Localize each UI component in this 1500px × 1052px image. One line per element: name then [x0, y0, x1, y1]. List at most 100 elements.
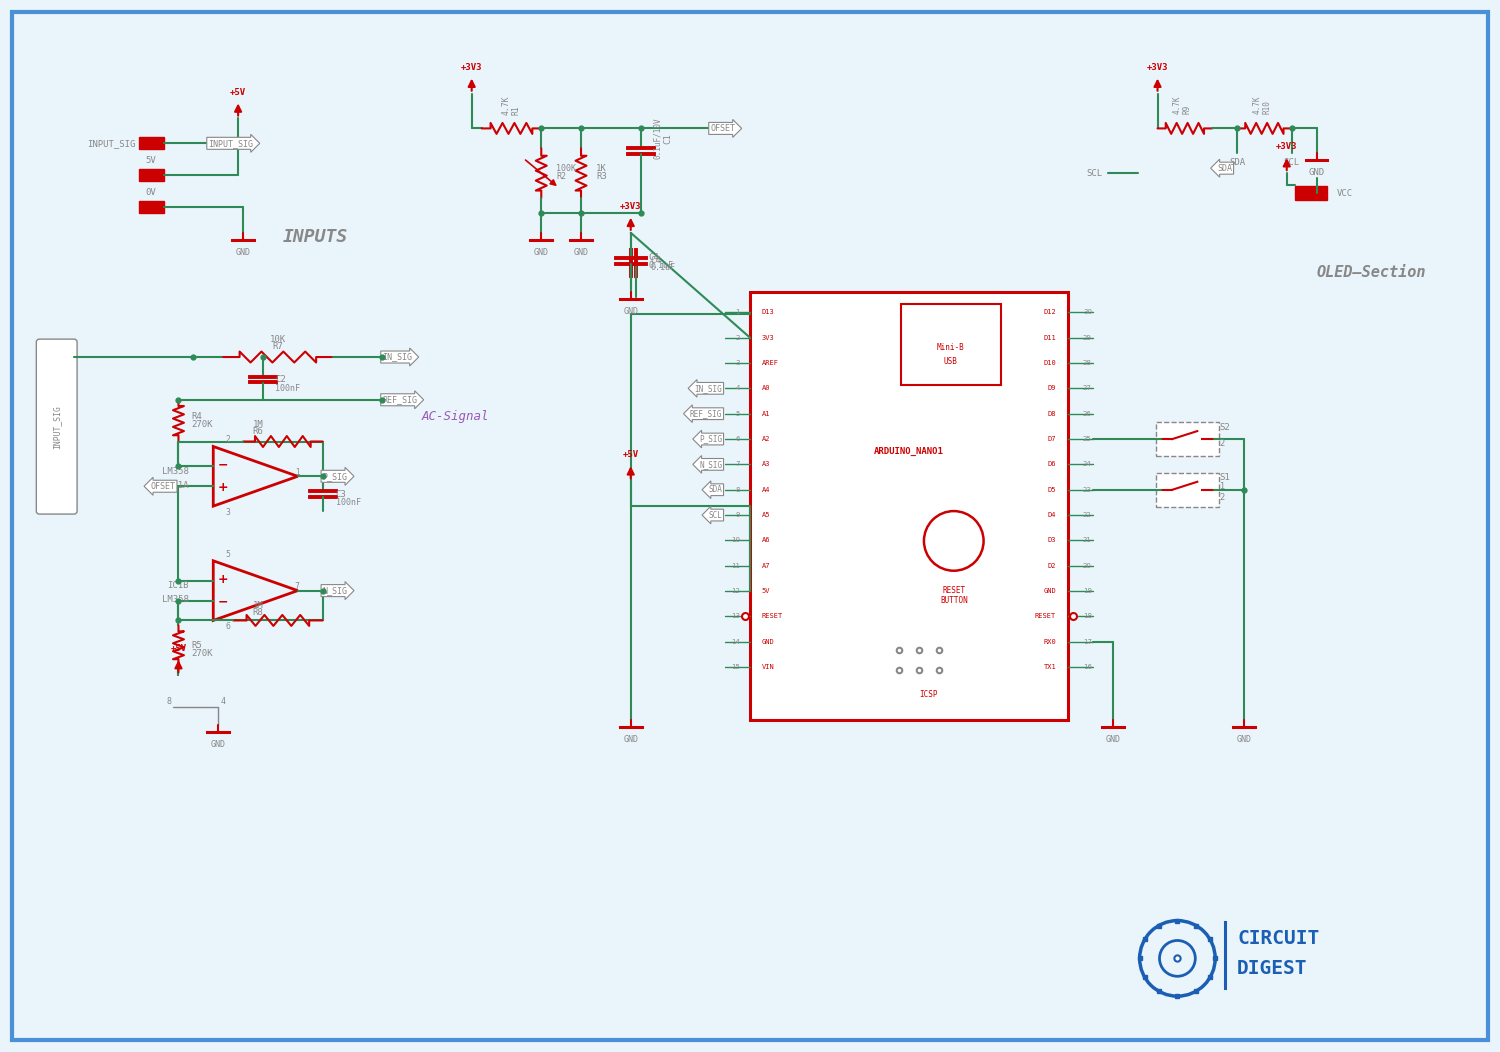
Text: 0.1uF/10V: 0.1uF/10V [652, 118, 662, 159]
Text: C4: C4 [651, 256, 662, 265]
FancyBboxPatch shape [138, 169, 164, 181]
Text: +3V3: +3V3 [460, 63, 483, 72]
Text: D2: D2 [1047, 563, 1056, 569]
Text: SDA: SDA [1228, 158, 1245, 167]
Text: 21: 21 [1083, 538, 1092, 544]
Text: D6: D6 [1047, 462, 1056, 467]
Text: 1M: 1M [252, 420, 264, 428]
Text: GND: GND [1106, 734, 1120, 744]
Text: GND: GND [622, 734, 638, 744]
Text: +3V3: +3V3 [1276, 142, 1298, 151]
Text: INPUT_SIG: INPUT_SIG [209, 139, 254, 148]
Text: R5: R5 [192, 641, 202, 650]
Text: 24: 24 [1083, 462, 1092, 467]
Text: 2: 2 [735, 335, 740, 341]
Text: 25: 25 [1083, 436, 1092, 442]
Text: D3: D3 [1047, 538, 1056, 544]
Text: 4.7K: 4.7K [1252, 96, 1262, 115]
Text: R10: R10 [1263, 101, 1272, 115]
Text: 17: 17 [1083, 639, 1092, 645]
Text: 270K: 270K [192, 649, 213, 658]
Text: 2: 2 [1220, 440, 1224, 448]
Text: 9: 9 [735, 512, 740, 518]
Text: C4: C4 [648, 254, 660, 262]
Text: A3: A3 [762, 462, 771, 467]
Text: 11: 11 [730, 563, 740, 569]
Text: 1: 1 [1220, 482, 1224, 491]
Text: ICSP: ICSP [920, 690, 938, 699]
Text: 28: 28 [1083, 360, 1092, 366]
Text: AC-Signal: AC-Signal [422, 410, 489, 423]
Text: SCL: SCL [1284, 158, 1300, 167]
Text: 20: 20 [1083, 563, 1092, 569]
Text: 5: 5 [225, 550, 231, 559]
Text: D10: D10 [1044, 360, 1056, 366]
Text: 4.7K: 4.7K [503, 96, 512, 116]
Text: C2: C2 [274, 376, 285, 384]
Text: CIRCUIT: CIRCUIT [1238, 929, 1320, 948]
Text: TX1: TX1 [1044, 664, 1056, 670]
Text: OFSET: OFSET [150, 482, 176, 490]
Text: +5V: +5V [622, 450, 639, 460]
Text: 6: 6 [735, 436, 740, 442]
Text: 14: 14 [730, 639, 740, 645]
Text: 0.1uF: 0.1uF [648, 261, 674, 270]
Text: 5V: 5V [146, 156, 156, 165]
Text: 100nF: 100nF [336, 498, 360, 507]
FancyBboxPatch shape [12, 13, 1488, 1039]
Text: R1: R1 [512, 106, 520, 116]
FancyBboxPatch shape [902, 304, 1002, 385]
Text: LM358: LM358 [162, 467, 189, 476]
Text: 8: 8 [166, 697, 171, 707]
Text: 27: 27 [1083, 385, 1092, 391]
Text: DIGEST: DIGEST [1238, 958, 1308, 977]
FancyBboxPatch shape [750, 292, 1068, 720]
Text: 23: 23 [1083, 487, 1092, 492]
Text: A0: A0 [762, 385, 771, 391]
Text: IC1A: IC1A [166, 481, 189, 490]
Text: 1K: 1K [596, 164, 606, 173]
Text: +: + [217, 573, 228, 586]
FancyBboxPatch shape [1155, 422, 1220, 456]
FancyBboxPatch shape [1155, 472, 1220, 507]
Text: INPUT_SIG: INPUT_SIG [87, 139, 135, 148]
Text: 3: 3 [225, 508, 231, 518]
Text: D8: D8 [1047, 410, 1056, 417]
FancyBboxPatch shape [1294, 186, 1326, 200]
Text: GND: GND [210, 740, 225, 749]
Text: SDA: SDA [708, 485, 722, 494]
Text: 19: 19 [1083, 588, 1092, 594]
Text: +3V3: +3V3 [1148, 63, 1168, 72]
Text: 270K: 270K [192, 420, 213, 429]
Text: +3V3: +3V3 [620, 202, 642, 210]
Text: AREF: AREF [762, 360, 778, 366]
Text: VIN: VIN [762, 664, 774, 670]
Text: 29: 29 [1083, 335, 1092, 341]
Text: INPUT_SIG: INPUT_SIG [53, 405, 62, 448]
Text: 2: 2 [226, 436, 231, 445]
Text: R3: R3 [596, 171, 606, 181]
Text: GND: GND [1308, 168, 1324, 177]
Text: GND: GND [236, 247, 250, 257]
Text: 26: 26 [1083, 410, 1092, 417]
Text: R4: R4 [192, 412, 202, 421]
Text: R8: R8 [252, 608, 264, 618]
Text: 3V3: 3V3 [762, 335, 774, 341]
Text: −: − [217, 595, 228, 608]
Text: R9: R9 [1184, 105, 1192, 115]
Text: 0.1uF: 0.1uF [651, 263, 675, 272]
Text: A5: A5 [762, 512, 771, 518]
Text: 100K: 100K [556, 164, 576, 173]
FancyBboxPatch shape [36, 339, 76, 514]
Text: 1: 1 [296, 468, 300, 477]
Text: C3: C3 [336, 489, 346, 499]
Text: OFSET: OFSET [710, 124, 735, 133]
Text: SCL: SCL [708, 510, 722, 520]
Text: P_SIG: P_SIG [699, 434, 721, 444]
Text: GND: GND [622, 307, 638, 317]
Text: 4.7K: 4.7K [1173, 96, 1182, 115]
Text: S1: S1 [1220, 473, 1230, 482]
Text: A2: A2 [762, 436, 771, 442]
Text: IN_SIG: IN_SIG [694, 384, 721, 392]
Text: RESET: RESET [762, 613, 783, 620]
